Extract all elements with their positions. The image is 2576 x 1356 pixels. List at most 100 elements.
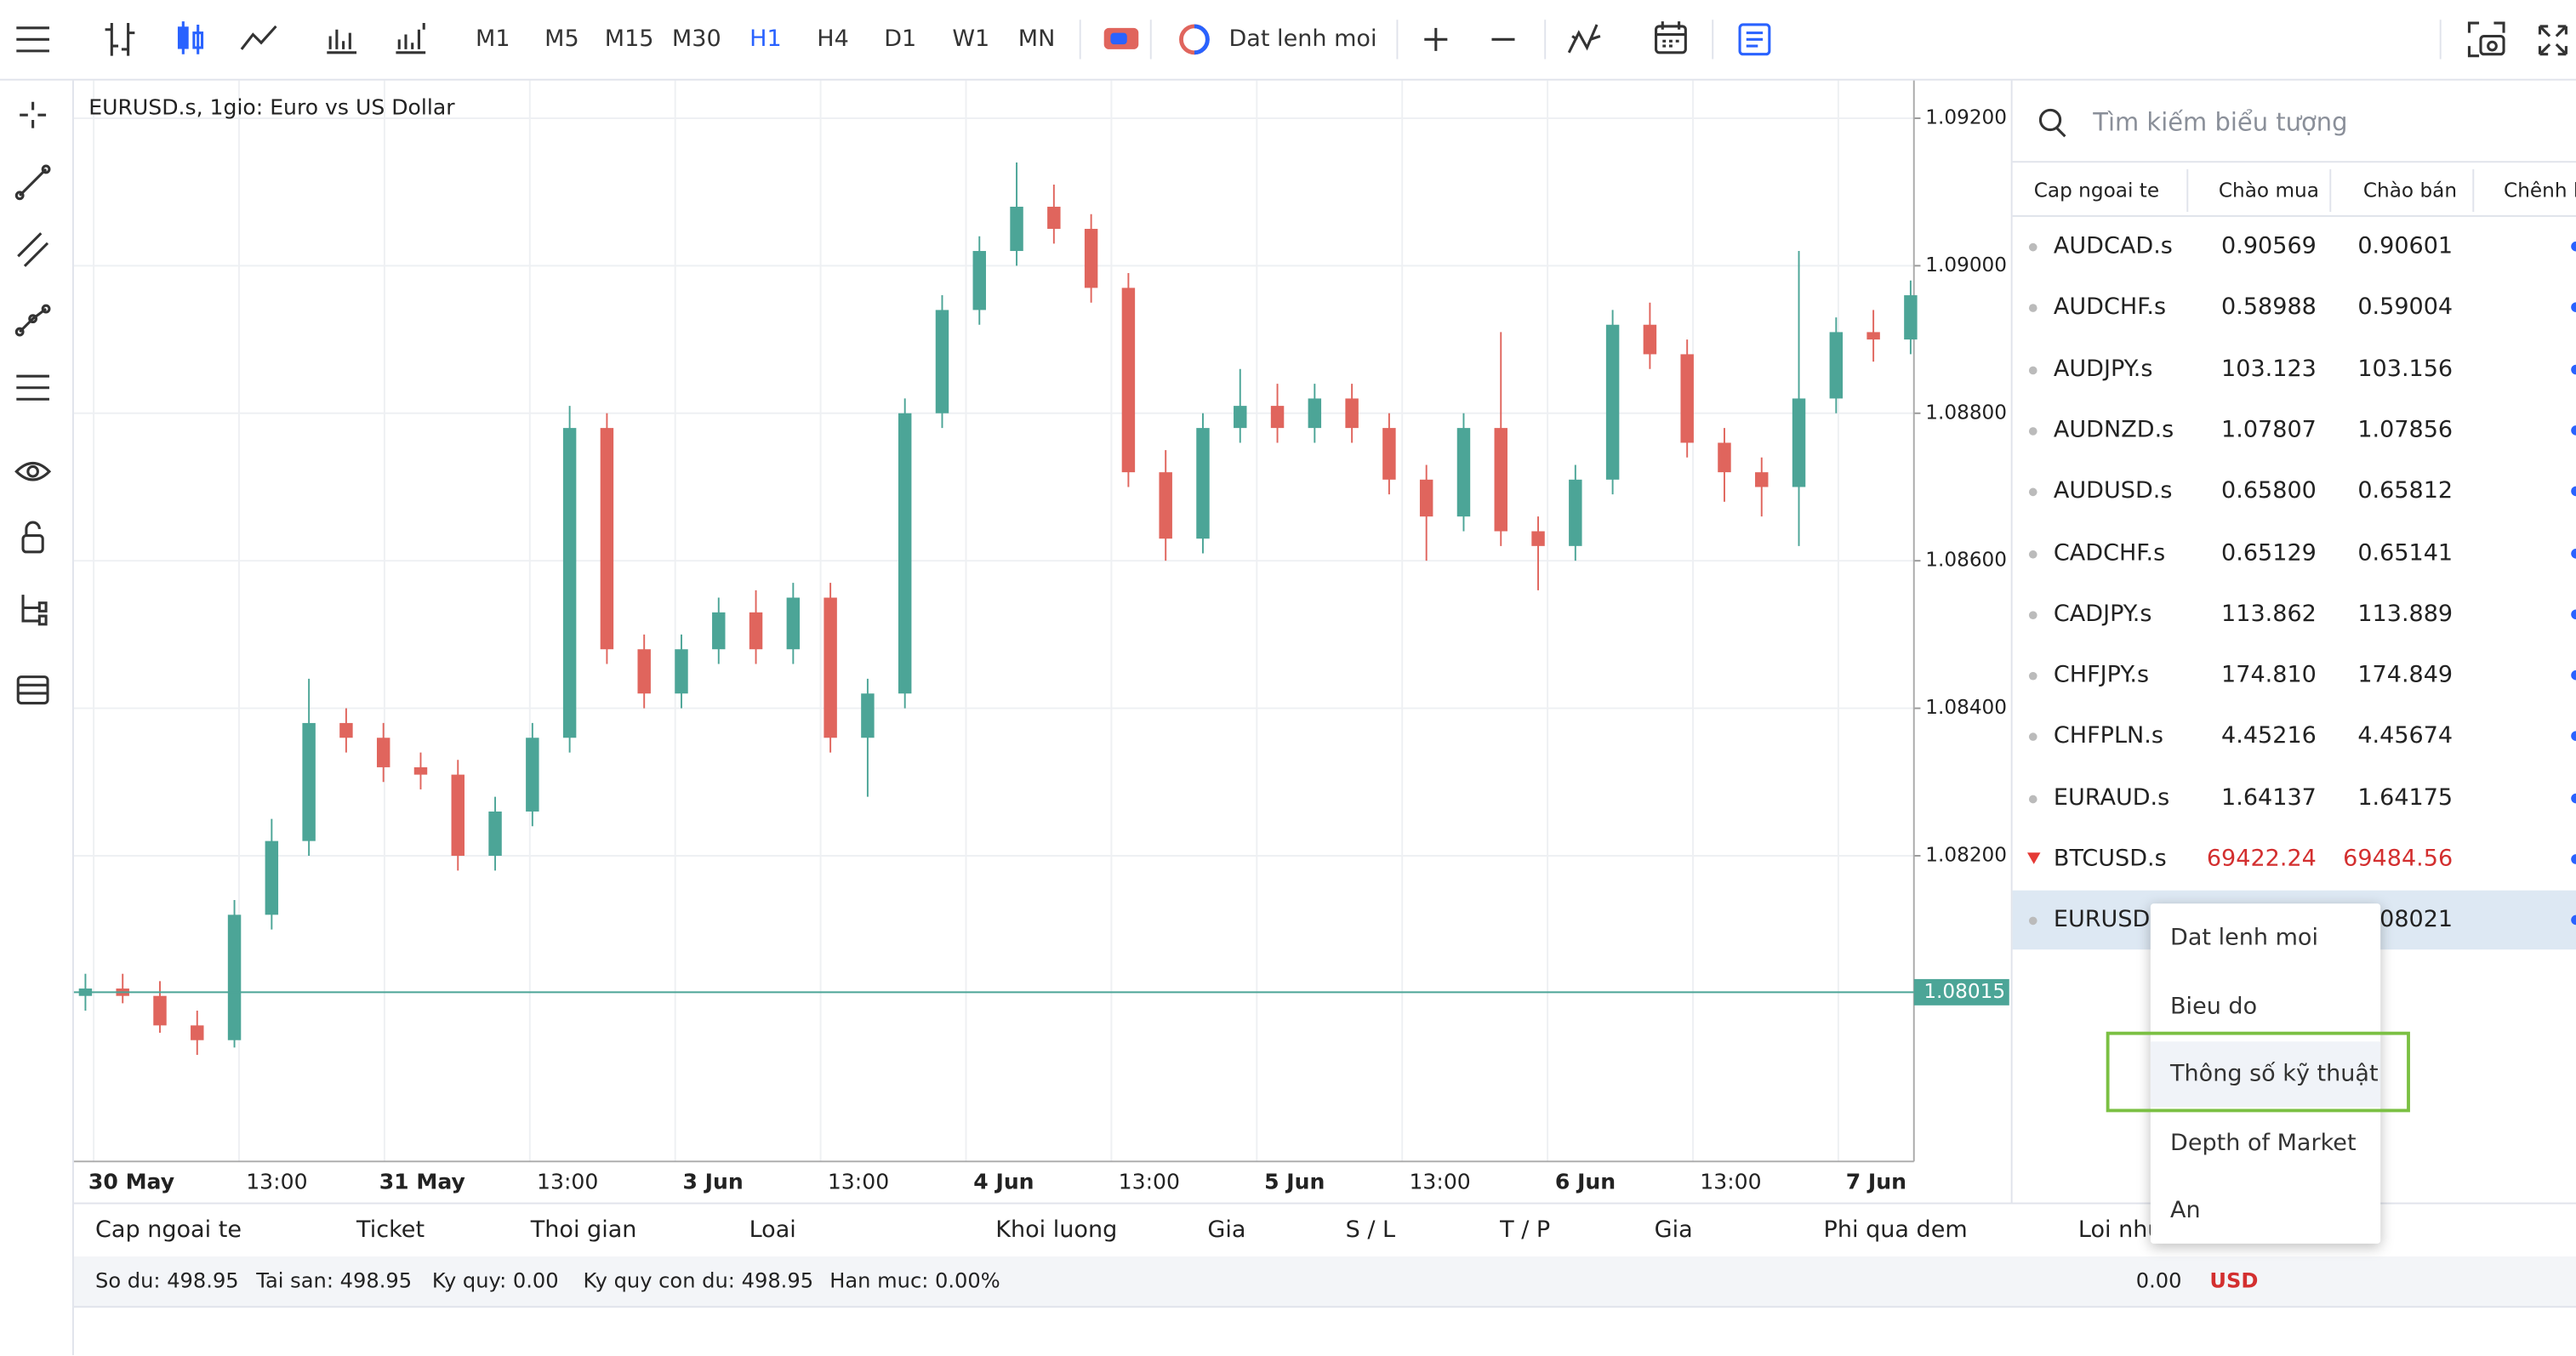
x-tick-label: 13:00 — [828, 1169, 889, 1194]
timeframe-button[interactable]: H1 — [749, 26, 782, 53]
zoom-in-icon[interactable] — [1424, 27, 1448, 51]
fib-icon[interactable] — [16, 374, 49, 401]
column-header[interactable]: Chào mua — [2218, 179, 2319, 202]
menu-item[interactable]: Thông số kỹ thuật — [2170, 1061, 2379, 1088]
toolbar — [0, 0, 2576, 81]
total-profit: 0.00 — [2135, 1268, 2182, 1293]
column-header: S / L — [1345, 1216, 1396, 1244]
crosshair-icon[interactable] — [20, 101, 47, 128]
separator — [1079, 20, 1081, 60]
spread-mark — [2571, 609, 2576, 619]
volume-icon[interactable] — [396, 23, 426, 54]
timeframe-button[interactable]: M1 — [476, 26, 510, 53]
candle-icon[interactable] — [177, 21, 204, 54]
column-header[interactable]: Chênh l — [2504, 179, 2576, 202]
timeframe-button[interactable]: M15 — [604, 26, 654, 53]
symbol[interactable]: EURUSD.s — [2053, 907, 2170, 934]
status-bar — [73, 1256, 2576, 1308]
menu-item[interactable]: Depth of Market — [2170, 1129, 2357, 1156]
calendar-icon[interactable] — [1655, 21, 1687, 54]
menu-icon[interactable] — [16, 26, 49, 53]
separator — [1396, 20, 1399, 60]
spread-mark — [2571, 670, 2576, 681]
timeframe-button[interactable]: W1 — [952, 26, 990, 53]
separator — [2439, 20, 2442, 60]
column-header: Khoi luong — [995, 1216, 1118, 1244]
histogram-icon[interactable] — [327, 29, 357, 54]
channel-icon[interactable] — [17, 232, 49, 267]
path-icon[interactable] — [14, 304, 51, 337]
candle-body — [1196, 428, 1210, 539]
symbol[interactable]: CADJPY.s — [2053, 601, 2152, 628]
screenshot-icon[interactable] — [2467, 21, 2505, 58]
chart-title: EURUSD.s, 1gio: Euro vs US Dollar — [88, 94, 455, 119]
last-price-tag — [1913, 978, 2009, 1006]
search-input[interactable]: Tìm kiếm biểu tượng — [2093, 107, 2348, 138]
new-order-button[interactable]: Dat lenh moi — [1228, 26, 1377, 53]
account-stat: Ky quy con du: 498.95 — [583, 1268, 814, 1293]
template-icon[interactable] — [1738, 23, 1771, 56]
ask-price: 4.45674 — [2357, 723, 2453, 750]
symbol[interactable]: AUDCHF.s — [2053, 294, 2167, 322]
symbol[interactable]: BTCUSD.s — [2053, 846, 2167, 873]
indicator-icon[interactable] — [1567, 24, 1601, 54]
spread-mark — [2571, 732, 2576, 742]
x-tick-label: 3 Jun — [682, 1169, 743, 1194]
menu-item[interactable]: Bieu do — [2170, 993, 2258, 1020]
x-tick-label: 13:00 — [246, 1169, 307, 1194]
symbol[interactable]: AUDNZD.s — [2053, 417, 2174, 444]
spread-mark — [2571, 363, 2576, 374]
symbol[interactable]: CHFPLN.s — [2053, 723, 2163, 750]
x-tick-label: 7 Jun — [1846, 1169, 1906, 1194]
candle-body — [376, 738, 390, 767]
symbol[interactable]: AUDUSD.s — [2053, 478, 2173, 505]
candle-body — [451, 774, 464, 856]
candle-body — [1569, 479, 1582, 546]
timeframe-button[interactable]: D1 — [884, 26, 917, 53]
column-header[interactable]: Chào bán — [2362, 179, 2458, 202]
spread-mark — [2571, 486, 2576, 497]
timeframe-button[interactable]: M30 — [671, 26, 721, 53]
line-icon[interactable] — [240, 25, 277, 50]
eye-icon[interactable] — [14, 462, 52, 481]
candle-body — [1904, 295, 1918, 340]
toggle-icon[interactable] — [1103, 27, 1139, 49]
symbol[interactable]: AUDJPY.s — [2053, 356, 2153, 383]
bid-price: 1.64137 — [2221, 784, 2317, 812]
bid-price: 103.123 — [2221, 356, 2317, 383]
fullscreen-icon[interactable] — [2538, 25, 2567, 56]
header-divider — [2012, 214, 2576, 217]
menu-item[interactable]: Dat lenh moi — [2170, 925, 2318, 952]
trendline-icon[interactable] — [14, 164, 51, 201]
x-tick-label: 4 Jun — [973, 1169, 1034, 1194]
account-stat: Ky quy: 0.00 — [431, 1268, 559, 1293]
status-dot — [2028, 733, 2037, 742]
symbol[interactable]: CHFJPY.s — [2053, 662, 2150, 689]
candle-body — [1829, 332, 1844, 399]
tree-icon[interactable] — [21, 595, 48, 626]
menu-item[interactable]: An — [2170, 1197, 2201, 1224]
symbol[interactable]: CADCHF.s — [2053, 539, 2166, 567]
timeframe-button[interactable]: H4 — [817, 26, 849, 53]
candle-body — [1084, 229, 1098, 288]
candle-body — [1382, 428, 1396, 480]
timeframe-button[interactable]: MN — [1017, 26, 1056, 53]
timeframe-button[interactable]: M5 — [544, 26, 579, 53]
candle-body — [1718, 442, 1731, 473]
column-header[interactable]: Cap ngoai te — [2033, 179, 2160, 202]
order-icon[interactable] — [1179, 24, 1210, 55]
layers-icon[interactable] — [16, 675, 49, 705]
bar-icon[interactable] — [105, 23, 135, 56]
y-tick-label: 1.08600 — [1925, 549, 2007, 572]
candle-body — [898, 413, 912, 694]
candle-body — [1456, 428, 1471, 517]
symbol[interactable]: EURAUD.s — [2053, 784, 2170, 812]
symbol[interactable]: AUDCAD.s — [2053, 233, 2173, 260]
candle-body — [935, 310, 949, 413]
bid-price: 4.45216 — [2221, 723, 2317, 750]
candle-body — [824, 597, 837, 738]
lock-icon[interactable] — [21, 521, 44, 554]
account-stat: Han muc: 0.00% — [829, 1268, 1000, 1293]
